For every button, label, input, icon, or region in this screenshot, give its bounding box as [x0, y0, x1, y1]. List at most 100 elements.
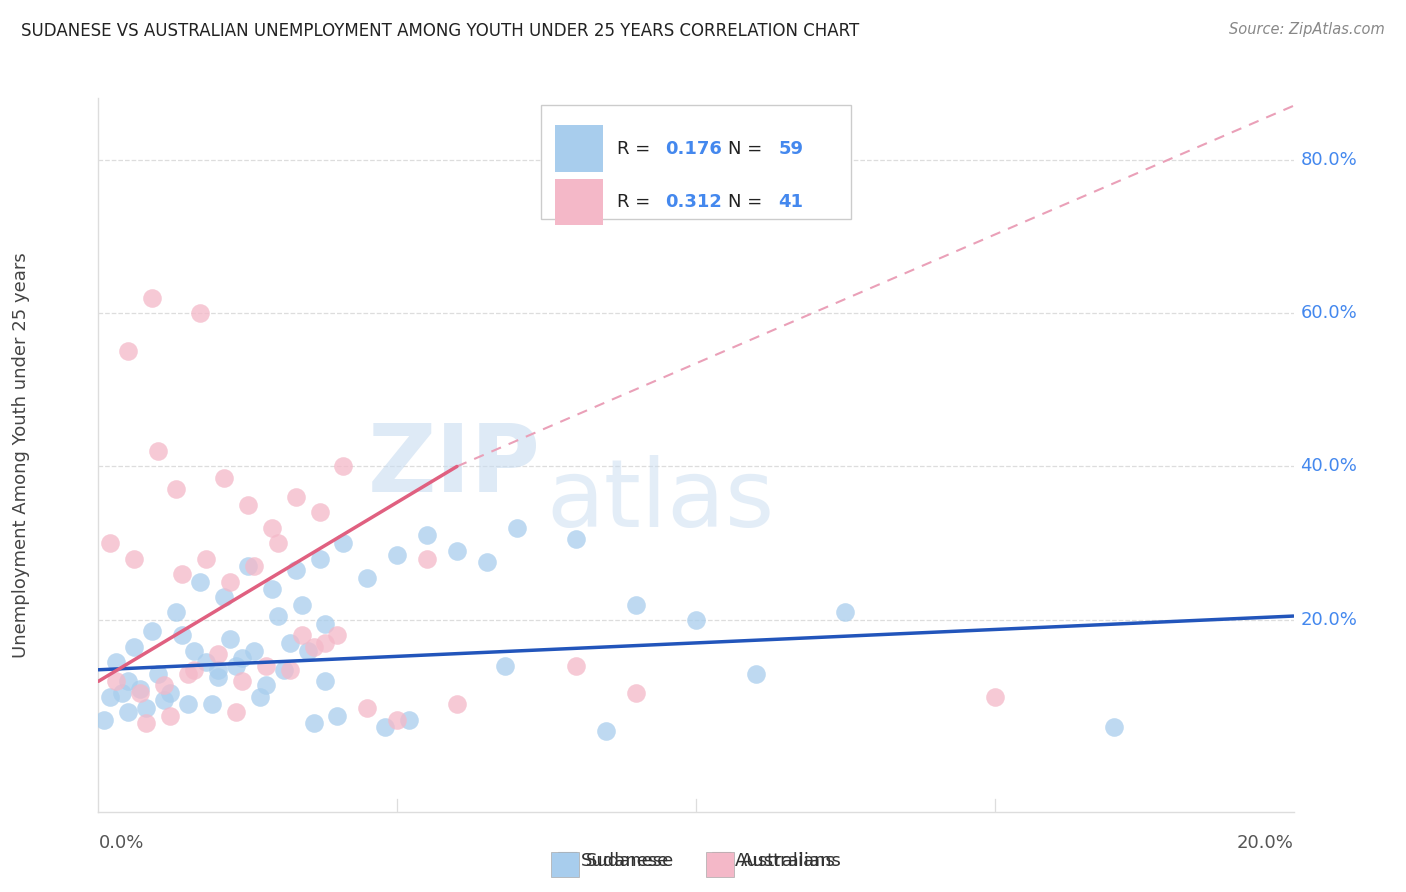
Point	[188, 306, 211, 320]
Point	[302, 716, 325, 731]
Point	[260, 582, 283, 597]
Point	[141, 291, 163, 305]
Point	[314, 674, 337, 689]
Text: Sudanese: Sudanese	[581, 852, 669, 870]
Point	[332, 459, 354, 474]
Point	[159, 708, 181, 723]
Point	[117, 705, 139, 719]
Point	[165, 483, 187, 497]
Text: 41: 41	[779, 194, 803, 211]
Point	[135, 701, 157, 715]
Point	[260, 521, 283, 535]
Text: N =: N =	[728, 140, 768, 158]
Point	[983, 690, 1005, 704]
Point	[297, 643, 319, 657]
Point	[212, 590, 235, 604]
Point	[183, 663, 205, 677]
Point	[236, 559, 259, 574]
Point	[284, 563, 307, 577]
Point	[385, 713, 409, 727]
Point	[117, 344, 139, 359]
Point	[416, 551, 439, 566]
Text: R =: R =	[617, 194, 657, 211]
Point	[308, 506, 330, 520]
Point	[494, 659, 516, 673]
Point	[148, 444, 170, 458]
Point	[231, 651, 253, 665]
Point	[506, 521, 529, 535]
Point	[290, 628, 312, 642]
Text: N =: N =	[728, 194, 768, 211]
Point	[290, 598, 312, 612]
Point	[129, 681, 152, 696]
Point	[475, 555, 498, 569]
Text: 59: 59	[779, 140, 803, 158]
Point	[98, 690, 122, 704]
Point	[225, 659, 247, 673]
Point	[105, 674, 128, 689]
Point	[326, 628, 349, 642]
Point	[356, 701, 378, 715]
Text: Unemployment Among Youth under 25 years: Unemployment Among Youth under 25 years	[13, 252, 30, 657]
Point	[302, 640, 325, 654]
Point	[172, 566, 194, 581]
Point	[267, 609, 290, 624]
Point	[834, 605, 856, 619]
Text: □: □	[710, 849, 734, 872]
Text: ZIP: ZIP	[367, 420, 540, 512]
Point	[172, 628, 194, 642]
Point	[194, 655, 218, 669]
Text: Australians: Australians	[735, 852, 837, 870]
Point	[385, 548, 409, 562]
Point	[129, 686, 152, 700]
Text: 20.0%: 20.0%	[1301, 611, 1357, 629]
Point	[314, 616, 337, 631]
Text: R =: R =	[617, 140, 657, 158]
Point	[243, 643, 266, 657]
Point	[124, 551, 146, 566]
Point	[416, 528, 439, 542]
Point	[685, 613, 707, 627]
Text: 0.312: 0.312	[665, 194, 721, 211]
Point	[159, 686, 181, 700]
Point	[624, 598, 647, 612]
Point	[135, 716, 157, 731]
Text: 0.176: 0.176	[665, 140, 721, 158]
Point	[153, 678, 176, 692]
FancyBboxPatch shape	[555, 126, 603, 172]
Point	[225, 705, 247, 719]
Point	[314, 636, 337, 650]
Point	[177, 666, 200, 681]
Point	[141, 624, 163, 639]
Point	[207, 663, 229, 677]
Point	[207, 648, 229, 662]
Point	[267, 536, 290, 550]
Point	[117, 674, 139, 689]
Point	[745, 666, 768, 681]
Point	[446, 698, 468, 712]
Point	[124, 640, 146, 654]
Point	[219, 632, 242, 646]
Text: atlas: atlas	[547, 455, 775, 547]
Point	[332, 536, 354, 550]
Point	[212, 471, 235, 485]
Point	[446, 544, 468, 558]
Point	[374, 720, 396, 734]
Point	[249, 690, 271, 704]
Point	[111, 686, 134, 700]
FancyBboxPatch shape	[540, 105, 851, 219]
Point	[183, 643, 205, 657]
Point	[254, 659, 277, 673]
Point	[153, 693, 176, 707]
Point	[565, 659, 588, 673]
Text: SUDANESE VS AUSTRALIAN UNEMPLOYMENT AMONG YOUTH UNDER 25 YEARS CORRELATION CHART: SUDANESE VS AUSTRALIAN UNEMPLOYMENT AMON…	[21, 22, 859, 40]
Point	[177, 698, 200, 712]
Point	[595, 724, 617, 739]
Text: 0.0%: 0.0%	[98, 834, 143, 852]
Point	[219, 574, 242, 589]
Point	[273, 663, 295, 677]
Text: 20.0%: 20.0%	[1237, 834, 1294, 852]
FancyBboxPatch shape	[555, 179, 603, 226]
Text: Source: ZipAtlas.com: Source: ZipAtlas.com	[1229, 22, 1385, 37]
Point	[254, 678, 277, 692]
